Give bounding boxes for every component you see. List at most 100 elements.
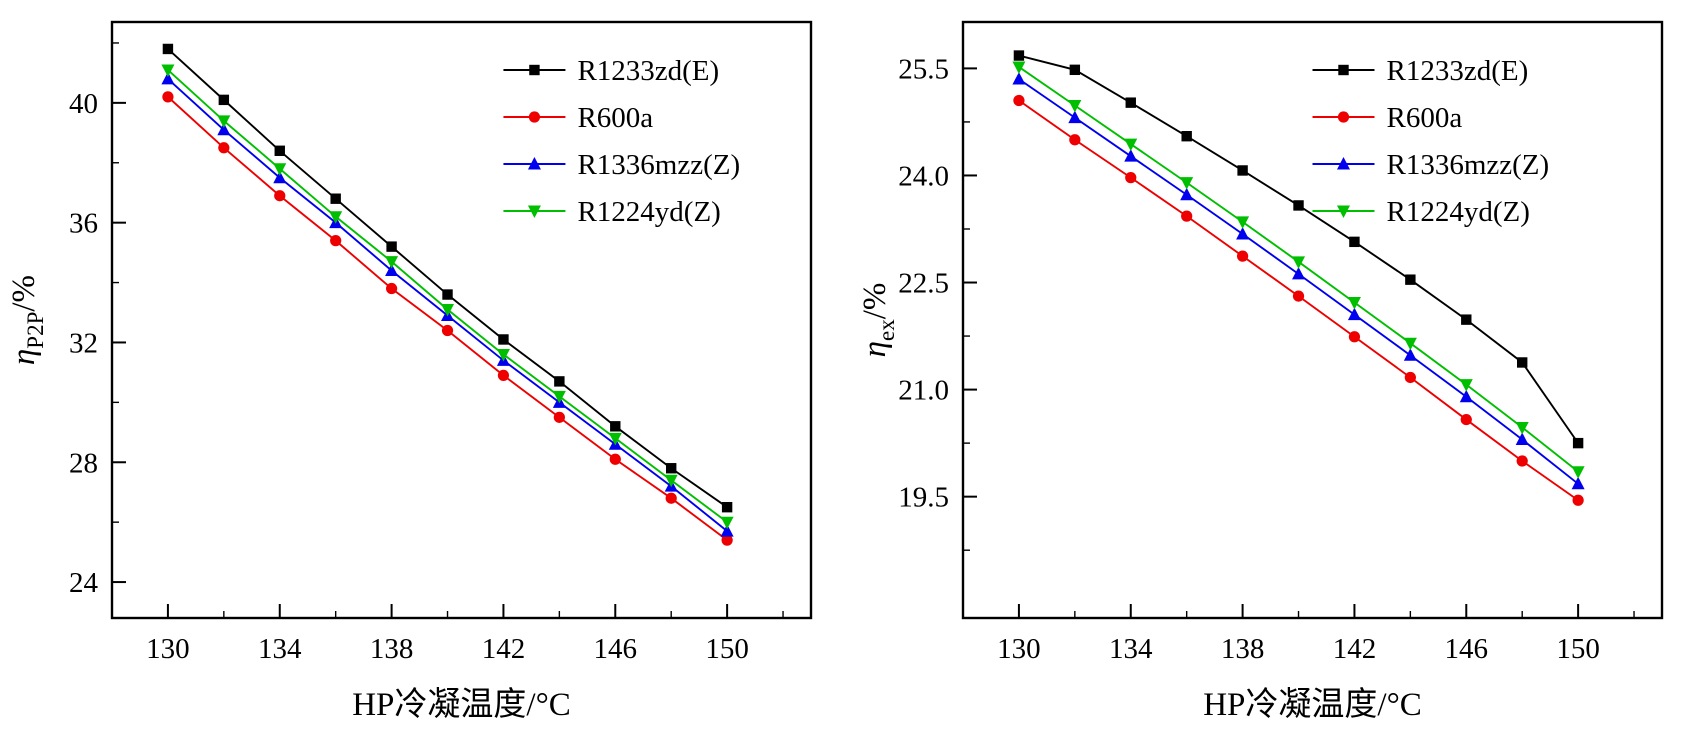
marker-triangle-up — [273, 170, 287, 184]
y-tick-label: 21.0 — [898, 375, 949, 407]
series-line — [1018, 54, 1579, 444]
marker-square — [330, 193, 341, 204]
x-tick-label: 130 — [997, 633, 1041, 665]
marker-triangle-down — [664, 474, 678, 488]
marker-triangle-up — [720, 524, 734, 537]
marker-circle — [553, 411, 565, 423]
marker-circle — [1404, 371, 1416, 384]
marker-triangle-down — [1236, 216, 1250, 229]
marker-triangle-down — [273, 163, 287, 176]
marker-circle — [1348, 331, 1361, 343]
marker-triangle-down — [496, 348, 510, 362]
x-axis-label: HP冷凝温度/°C — [1203, 686, 1422, 723]
legend-label: R600a — [577, 102, 653, 134]
marker-circle — [528, 111, 541, 123]
marker-triangle-down — [217, 115, 231, 128]
series-R600a — [162, 91, 733, 546]
marker-triangle-up — [161, 71, 175, 85]
y-tick-label: 24.0 — [898, 160, 949, 192]
x-axis-label: HP冷凝温度/°C — [352, 686, 571, 723]
legend-label: R1336mzz(Z) — [1387, 149, 1550, 181]
series-R1336mzz(Z) — [1012, 72, 1585, 490]
x-tick-label: 146 — [594, 633, 638, 665]
marker-circle — [1572, 494, 1584, 506]
marker-circle — [1460, 413, 1472, 426]
marker-circle — [1125, 171, 1137, 184]
marker-triangle-down — [1012, 61, 1026, 74]
x-tick-label: 138 — [1221, 633, 1265, 665]
marker-triangle-up — [1180, 187, 1194, 201]
x-tick-label: 150 — [705, 633, 749, 665]
chart-svg-ex: 130 134 138 142 146 150 19.5 21.0 22.5 24.0 25.5 HP… — [857, 20, 1664, 723]
marker-triangle-up — [1459, 389, 1473, 403]
marker-square — [1405, 274, 1416, 285]
chart-svg-p2p: 130 134 138 142 146 150 24 28 32 36 40 HP冷凝温度/°C ηP2… — [6, 20, 813, 723]
marker-circle — [497, 369, 510, 382]
marker-circle — [1236, 250, 1249, 262]
marker-square — [554, 376, 565, 387]
marker-square — [162, 43, 174, 55]
marker-circle — [1292, 290, 1305, 302]
marker-triangle-down — [1292, 256, 1306, 269]
marker-circle — [1013, 94, 1025, 107]
chart-exergy-efficiency: 130 134 138 142 146 150 19.5 21.0 22.5 24.0 25.5 HP… — [851, 0, 1702, 754]
x-tick-label: 138 — [370, 633, 414, 665]
marker-triangle-down — [1180, 177, 1194, 190]
marker-circle — [1516, 455, 1528, 467]
marker-circle — [441, 324, 454, 337]
y-tick-label: 25.5 — [898, 53, 949, 85]
series-R1224yd(Z) — [1012, 61, 1585, 479]
x-tick-label: 146 — [1445, 633, 1489, 665]
marker-triangle-up — [527, 156, 541, 170]
x-tick-label: 134 — [258, 633, 302, 665]
marker-triangle-up — [1515, 432, 1529, 446]
marker-triangle-up — [1403, 348, 1417, 361]
marker-circle — [665, 492, 677, 504]
marker-triangle-down — [329, 211, 343, 224]
y-tick-label: 22.5 — [898, 268, 949, 300]
series-R600a — [1013, 94, 1584, 506]
marker-circle — [218, 142, 230, 154]
series-line — [1018, 78, 1579, 485]
y-tick-label: 40 — [69, 88, 98, 120]
chart-p2p-efficiency: 130 134 138 142 146 150 24 28 32 36 40 HP冷凝温度/°C ηP2… — [0, 0, 851, 754]
marker-circle — [721, 534, 733, 546]
x-tick-label: 142 — [482, 633, 526, 665]
legend: R1233zd(E) R600a R1336mzz(Z) R1224yd(Z) — [1312, 55, 1550, 228]
marker-square — [721, 501, 733, 513]
marker-triangle-up — [1012, 72, 1026, 85]
marker-triangle-down — [720, 516, 734, 530]
marker-triangle-down — [552, 390, 566, 404]
marker-triangle-up — [1236, 226, 1250, 240]
x-tick-label: 130 — [146, 633, 190, 665]
marker-square — [1338, 64, 1349, 76]
marker-square — [1517, 357, 1528, 368]
legend: R1233zd(E) R600a R1336mzz(Z) R1224yd(Z) — [503, 55, 740, 228]
marker-triangle-down — [1337, 205, 1350, 219]
marker-circle — [1069, 134, 1081, 146]
marker-triangle-up — [1124, 149, 1138, 162]
marker-triangle-up — [1571, 476, 1585, 490]
marker-square — [1237, 165, 1248, 176]
marker-square — [218, 94, 230, 106]
plot-frame — [961, 20, 1664, 620]
marker-square — [498, 334, 509, 345]
marker-triangle-down — [1347, 297, 1361, 310]
y-tick-label: 36 — [69, 208, 98, 240]
marker-circle — [609, 453, 621, 465]
legend-label: R1224yd(Z) — [577, 196, 720, 228]
marker-square — [1572, 437, 1584, 449]
marker-square — [666, 463, 677, 474]
marker-circle — [385, 282, 398, 295]
marker-square — [274, 145, 285, 156]
legend-label: R600a — [1387, 102, 1463, 134]
y-tick-label: 28 — [69, 447, 98, 479]
legend-label: R1233zd(E) — [1387, 55, 1529, 87]
marker-triangle-up — [385, 263, 399, 277]
y-tick-label: 24 — [69, 567, 99, 599]
marker-triangle-down — [385, 256, 399, 269]
marker-square — [1349, 236, 1360, 248]
legend-label: R1233zd(E) — [577, 55, 719, 87]
y-tick-label: 32 — [69, 327, 98, 359]
x-tick-label: 142 — [1333, 633, 1377, 665]
